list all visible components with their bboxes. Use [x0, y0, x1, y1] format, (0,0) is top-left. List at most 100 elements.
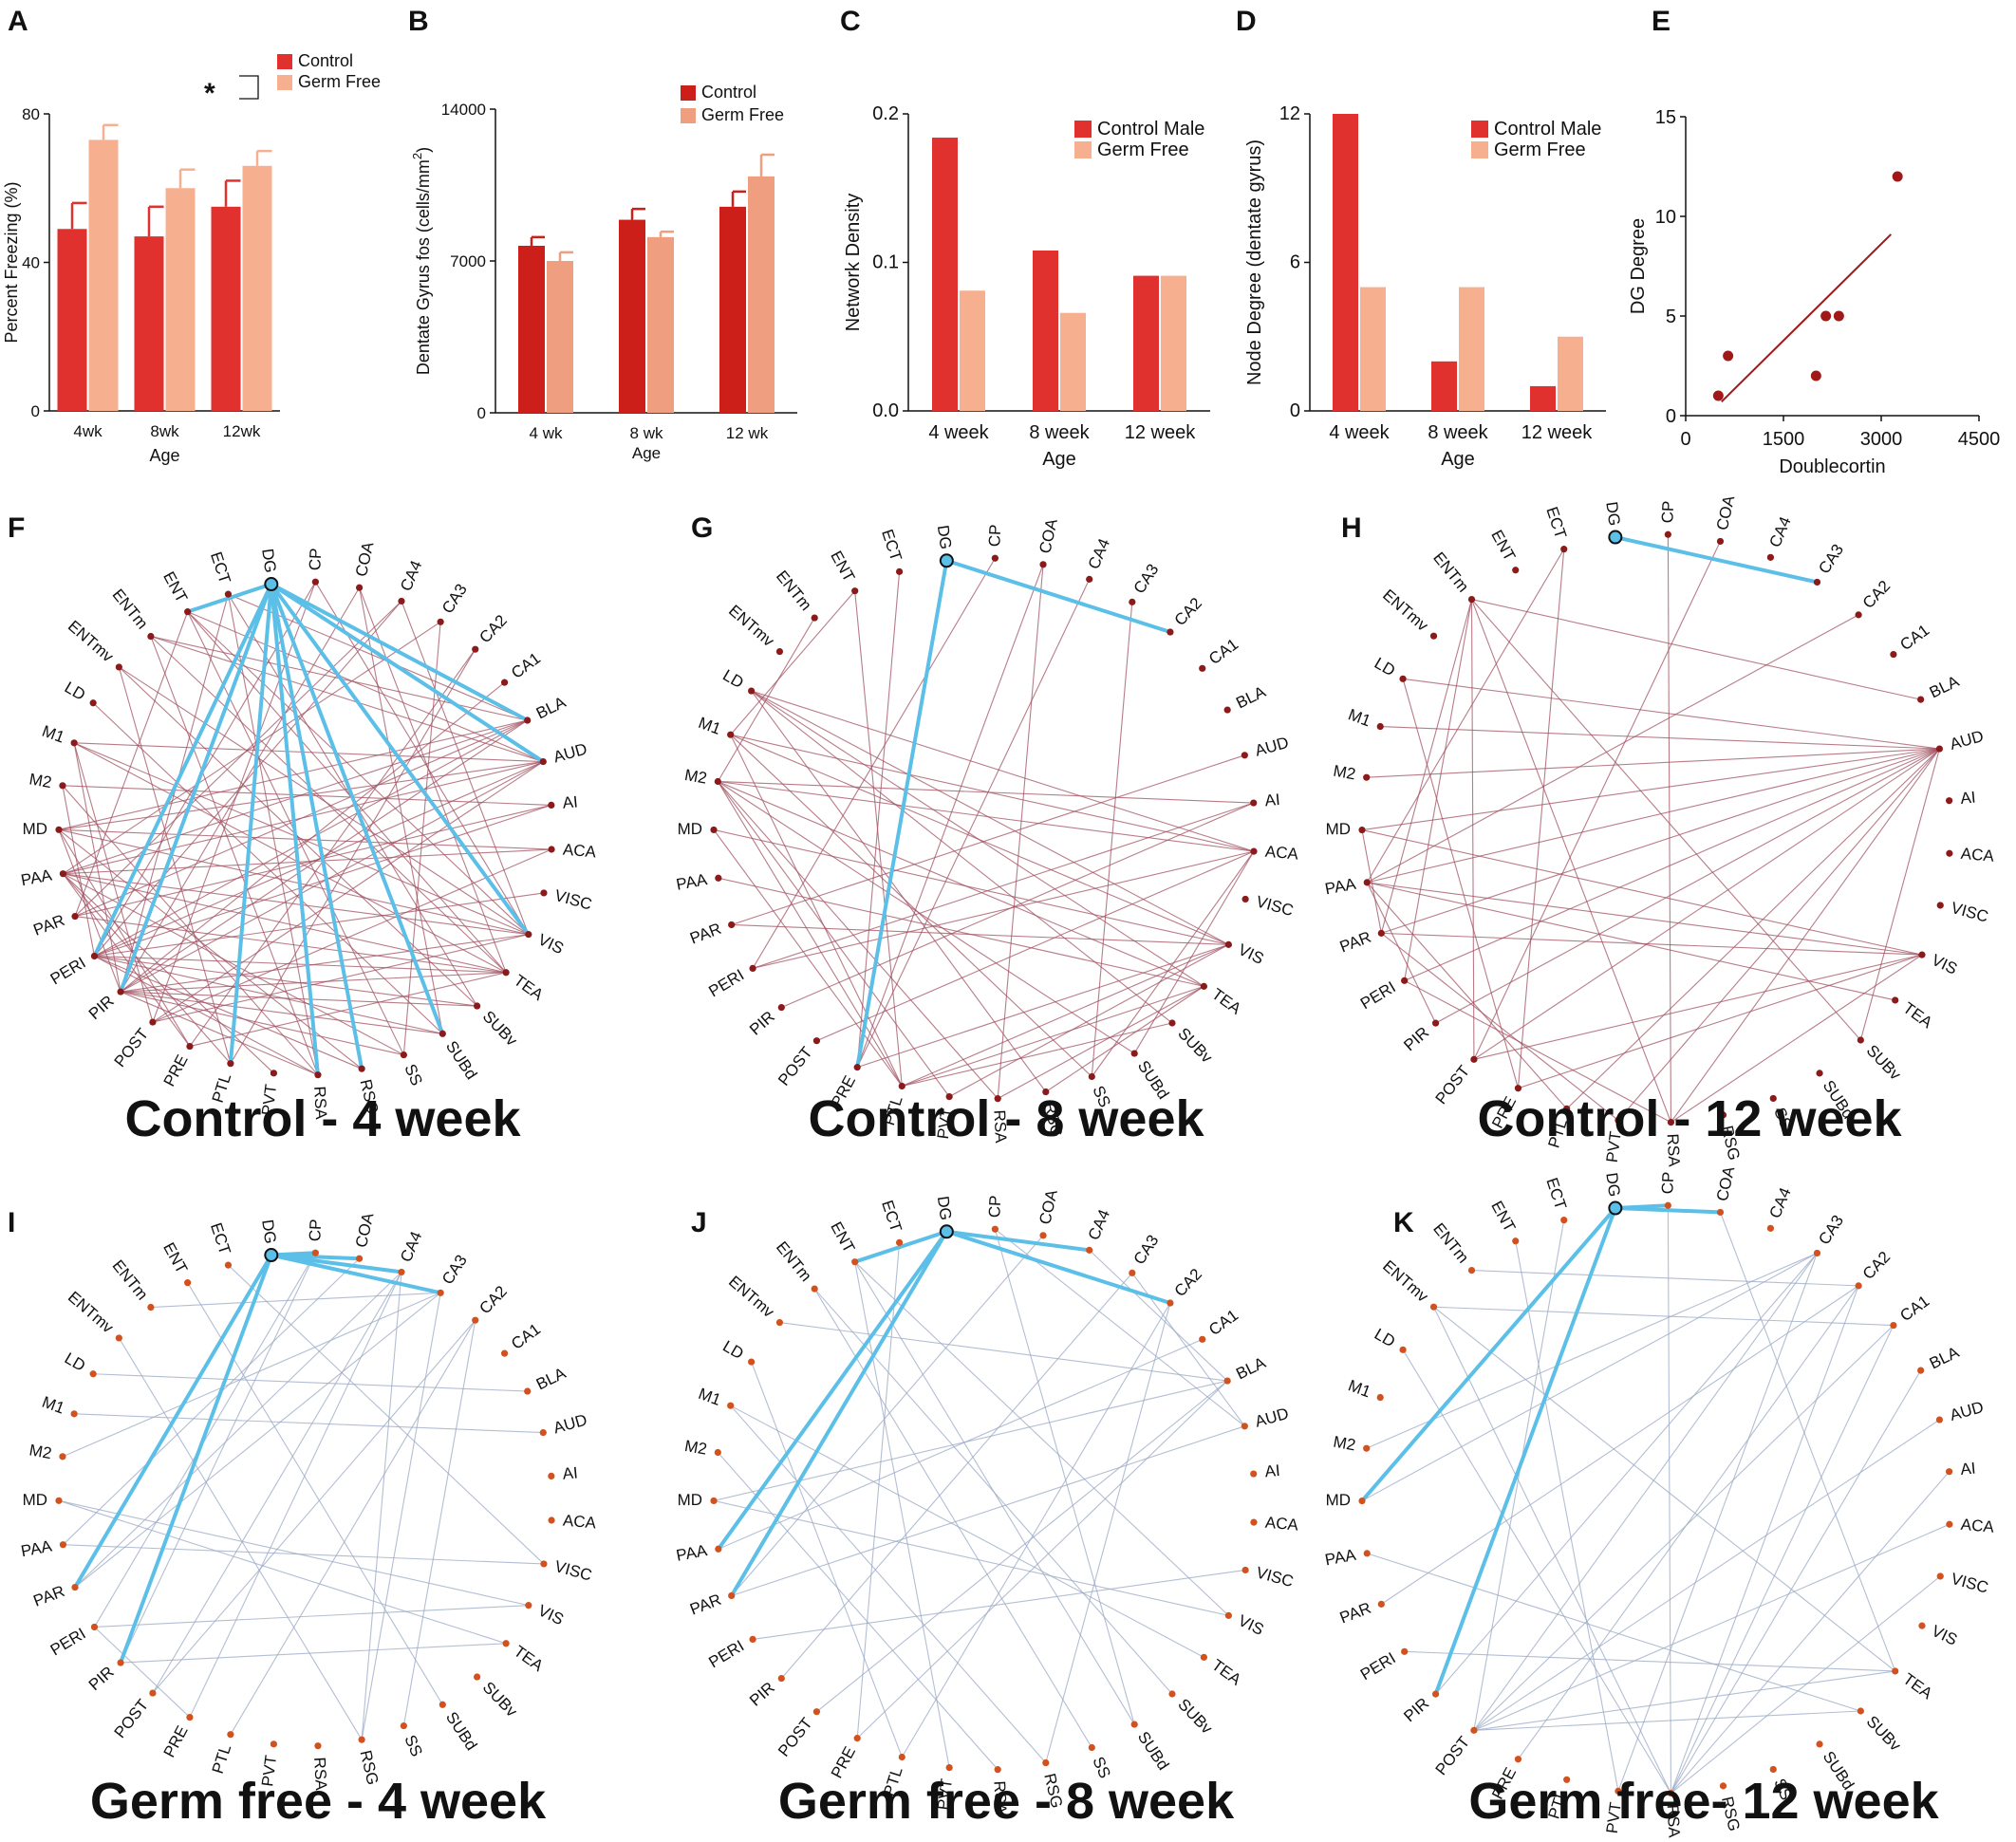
node-label: ENTm [1429, 1219, 1472, 1266]
dg-edge [92, 583, 273, 958]
network-node [898, 1753, 905, 1761]
network-node [851, 587, 859, 595]
network-edge [94, 892, 545, 958]
node-label: VISC [1254, 1563, 1295, 1591]
network-node [1719, 1782, 1727, 1790]
network-node [991, 554, 999, 562]
network-edge [62, 1292, 441, 1458]
network-node [895, 1238, 904, 1246]
node-label: VIS [535, 930, 567, 958]
bar-control [57, 229, 87, 411]
network-node [1769, 1765, 1777, 1774]
network-edge [1404, 1650, 1895, 1672]
network-edge [63, 873, 274, 1074]
network-edge [1402, 1349, 1671, 1794]
network-node [1377, 1600, 1385, 1608]
network-node [59, 1541, 67, 1549]
network-edge [713, 829, 903, 1087]
network-node [1716, 537, 1725, 546]
node-label: AI [562, 792, 579, 811]
network-title: Control - 12 week [1477, 1090, 1902, 1147]
node-label: CA1 [1205, 1306, 1241, 1339]
node-label: PERI [1357, 1648, 1399, 1684]
node-label: CA2 [476, 1282, 511, 1317]
network-edge [1517, 549, 1565, 1088]
dg-edge [855, 560, 949, 1068]
node-label: PAA [675, 1541, 709, 1565]
node-label: ENTmv [65, 1288, 118, 1337]
network-edge [1045, 985, 1204, 1092]
node-label: PVT [258, 1083, 280, 1116]
network-edge [857, 943, 1229, 1069]
dg-edge [269, 583, 445, 1034]
network-edge [1361, 829, 1923, 956]
node-label: VIS [1929, 1622, 1960, 1649]
network-node [1129, 1269, 1136, 1276]
network-edge [58, 761, 544, 830]
network-edge [120, 991, 319, 1076]
network-node [1250, 847, 1258, 855]
node-label: PIR [1400, 1694, 1432, 1725]
network-edge [94, 1605, 529, 1628]
node-label: LD [1372, 1325, 1398, 1350]
network-node [186, 1042, 194, 1051]
legend-swatch [277, 54, 292, 69]
network-edge [1473, 1325, 1895, 1731]
network-node [59, 1453, 66, 1461]
network-edge [730, 590, 856, 735]
network-node [439, 1030, 446, 1037]
network-node [227, 1060, 234, 1068]
node-label: ACA [1264, 1514, 1299, 1535]
network-node [1813, 1249, 1821, 1257]
network-node [1890, 650, 1897, 659]
node-label: ENT [827, 1219, 858, 1256]
node-label: ENT [827, 548, 858, 585]
node-label: DG [258, 548, 279, 574]
network-edge [730, 734, 1092, 1077]
network-node [398, 1268, 405, 1276]
network-edge [58, 1499, 529, 1607]
network-node [895, 567, 904, 575]
node-label: CP [306, 548, 325, 570]
node-label: BLA [1233, 682, 1269, 712]
network-node [1892, 1667, 1899, 1675]
node-label: PAR [31, 911, 67, 940]
network-edge [718, 877, 1204, 987]
network-edge [74, 719, 528, 918]
network-node [1667, 1790, 1675, 1797]
network-edge [187, 1282, 443, 1705]
network-edge [74, 611, 189, 917]
network-node [710, 826, 718, 834]
node-label: PIR [1400, 1023, 1432, 1054]
network-node [1130, 1721, 1138, 1728]
x-tick-label: 12 week [1125, 422, 1196, 443]
node-label: POST [775, 1044, 816, 1089]
node-label: CA4 [397, 558, 425, 594]
node-label: AUD [1253, 734, 1291, 760]
node-label: BLA [1233, 1353, 1269, 1383]
legend-swatch [277, 75, 292, 90]
network-node [777, 1674, 785, 1683]
network-edge [230, 1319, 476, 1735]
network-edge [856, 564, 1044, 1068]
scatter-point [1810, 370, 1821, 381]
network-node [1918, 951, 1926, 958]
node-label: CA3 [439, 581, 471, 617]
network-edge [94, 1627, 191, 1718]
y-axis-label: Network Density [843, 194, 864, 332]
network-edge [1366, 882, 1437, 1024]
node-label: ENTm [773, 567, 815, 614]
node-label: CA2 [1171, 1265, 1206, 1300]
network-edge [74, 804, 551, 918]
node-label: SS [401, 1732, 425, 1758]
bar-control-male [1530, 385, 1556, 411]
panel-A: A 0 40 80 4wk 8wk 12wk Age Percent Freezing (%) C… [2, 6, 381, 465]
network-node [55, 826, 63, 833]
node-label: CA2 [1859, 1248, 1895, 1283]
network-edge [813, 1288, 1092, 1748]
panel-label: G [691, 512, 713, 544]
network-edge [94, 761, 544, 957]
bar-germ-free [165, 188, 196, 411]
